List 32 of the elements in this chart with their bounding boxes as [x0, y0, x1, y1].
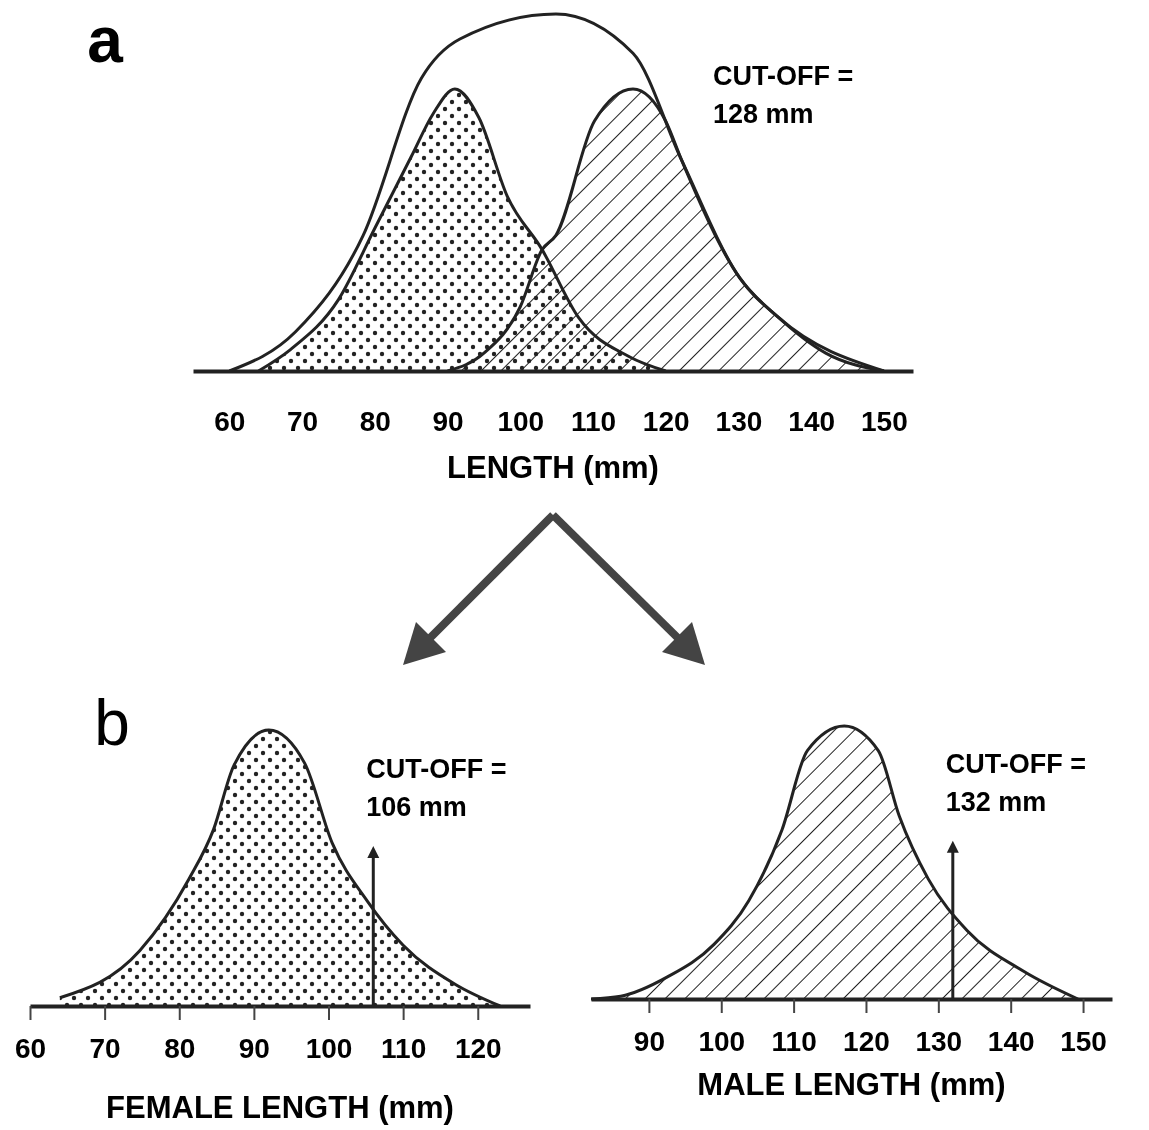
x-tick-label: 60 [14, 1032, 47, 1064]
x-tick-label: 70 [89, 1032, 121, 1064]
ref-line-label: CUT-OFF = 132 mm [945, 748, 1087, 817]
annotation: CUT-OFF = 128 mm [713, 61, 854, 129]
x-tick-label: 80 [164, 1032, 196, 1064]
x-tick-label: 90 [238, 1032, 270, 1064]
x-tick-label: 110 [381, 1032, 427, 1064]
x-tick-label: 150 [1060, 1025, 1107, 1057]
x-tick-label: 60 [214, 405, 246, 437]
x-tick-label: 130 [915, 1025, 963, 1057]
x-axis-title: MALE LENGTH (mm) [697, 1067, 1006, 1102]
x-tick-label: 70 [287, 405, 319, 437]
x-tick-label: 110 [771, 1025, 817, 1057]
x-tick-label: 120 [642, 405, 690, 437]
x-tick-label: 110 [570, 405, 617, 437]
x-tick-label: 90 [633, 1025, 665, 1057]
x-tick-label: 140 [788, 405, 836, 437]
x-tick-label: 130 [715, 405, 763, 437]
x-tick-label: 140 [987, 1025, 1035, 1057]
x-tick-label: 150 [861, 405, 908, 437]
ref-line-label: CUT-OFF = 106 mm [366, 753, 507, 822]
x-tick-label: 100 [698, 1025, 746, 1057]
text: a [87, 4, 124, 76]
x-tick-label: 120 [843, 1025, 890, 1057]
x-tick-label: 100 [305, 1032, 353, 1064]
x-tick-label: 100 [497, 405, 545, 437]
x-axis-title: FEMALE LENGTH (mm) [106, 1090, 454, 1125]
annotation: b [94, 687, 130, 759]
x-axis-title: LENGTH (mm) [447, 450, 659, 485]
x-tick-label: 120 [454, 1032, 502, 1064]
x-tick-label: 90 [432, 405, 464, 437]
x-tick-label: 80 [359, 405, 391, 437]
